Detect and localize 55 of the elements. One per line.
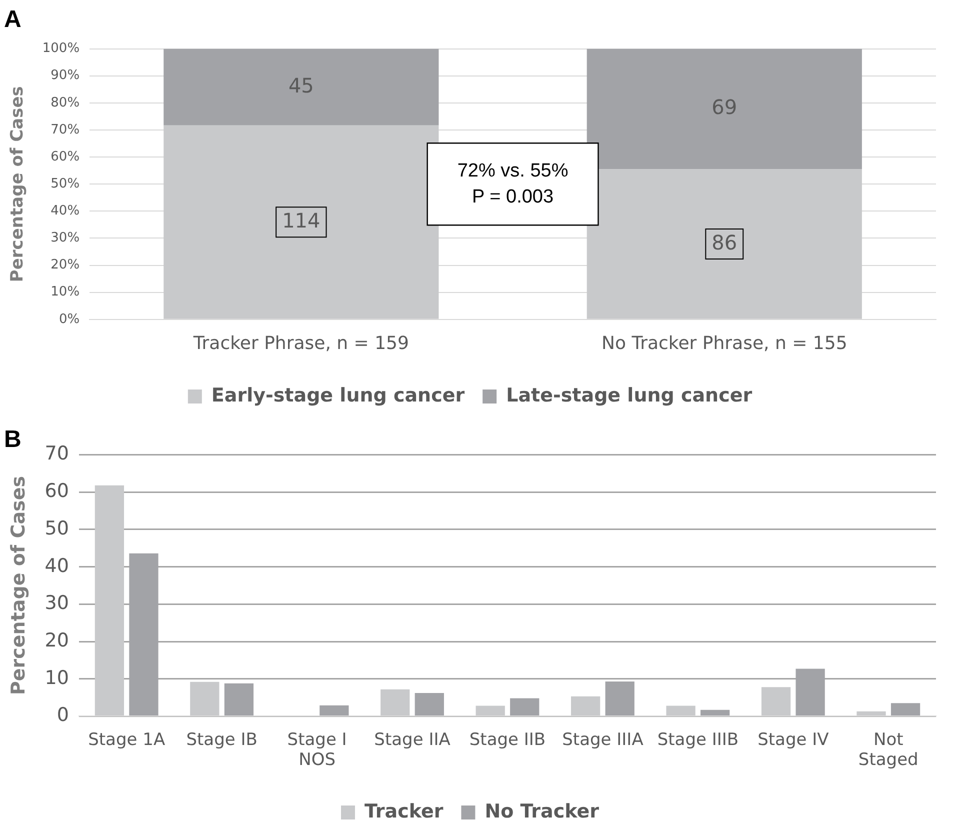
annotation: 69 [712,95,738,120]
y-tick-label: 0% [58,312,80,327]
legend-label: Early-stage lung cancer [211,384,466,406]
y-tick-label: 40% [50,204,80,219]
bar [571,696,600,716]
y-axis-title: Percentage of Cases [7,476,30,696]
bar [476,706,505,716]
x-tick-label: Stage IB [186,730,258,750]
x-tick-label: Stage IIIA [562,730,644,750]
y-tick-label: 60 [44,480,69,502]
y-tick-label: 80% [50,95,80,110]
annotation: 86 [712,230,738,254]
annotation: 72% vs. 55% P = 0.003 [457,160,568,208]
bar [586,169,862,319]
bar [94,485,124,716]
bar [666,706,696,716]
bar [586,48,862,170]
bar [856,711,886,716]
x-tick-label: Not Staged [858,730,918,770]
bar [380,689,410,716]
legend-label: Tracker [364,800,444,822]
legend-label: No Tracker [484,800,600,822]
bar [761,687,791,716]
x-tick-label: Stage IIA [374,730,451,750]
x-tick-label: Stage 1A [88,730,166,750]
y-tick-label: 20% [50,258,80,273]
y-tick-label: 0 [56,704,69,726]
x-tick-label: Tracker Phrase, n = 159 [192,332,409,354]
bar [190,682,220,716]
x-tick-label: No Tracker Phrase, n = 155 [602,332,848,354]
y-tick-label: 60% [50,149,80,164]
y-tick-label: 50% [50,176,80,192]
y-tick-label: 30% [50,230,80,246]
bar [164,125,439,319]
legend-label: Late-stage lung cancer [506,384,753,406]
x-tick-label: Stage IIB [469,730,546,750]
y-tick-label: 20 [44,629,69,652]
x-tick-label: Stage IV [758,730,830,750]
y-tick-label: 100% [42,41,80,56]
x-tick-label: Stage I NOS [287,730,347,770]
x-tick-label: Stage IIIB [657,730,739,750]
y-tick-label: 90% [50,68,80,84]
bar [164,48,439,126]
annotation: 114 [282,208,320,232]
y-tick-label: 40 [44,554,69,577]
chart-title: B [4,426,22,454]
annotation: 45 [288,73,314,98]
y-tick-label: 70% [50,122,80,138]
y-tick-label: 10% [50,284,80,300]
y-tick-label: 30 [44,592,69,614]
chart-title: A [4,6,22,34]
y-tick-label: 50 [44,517,69,540]
y-axis-title: Percentage of Cases [8,86,28,282]
y-tick-label: 70 [44,442,69,465]
y-tick-label: 10 [44,666,69,689]
